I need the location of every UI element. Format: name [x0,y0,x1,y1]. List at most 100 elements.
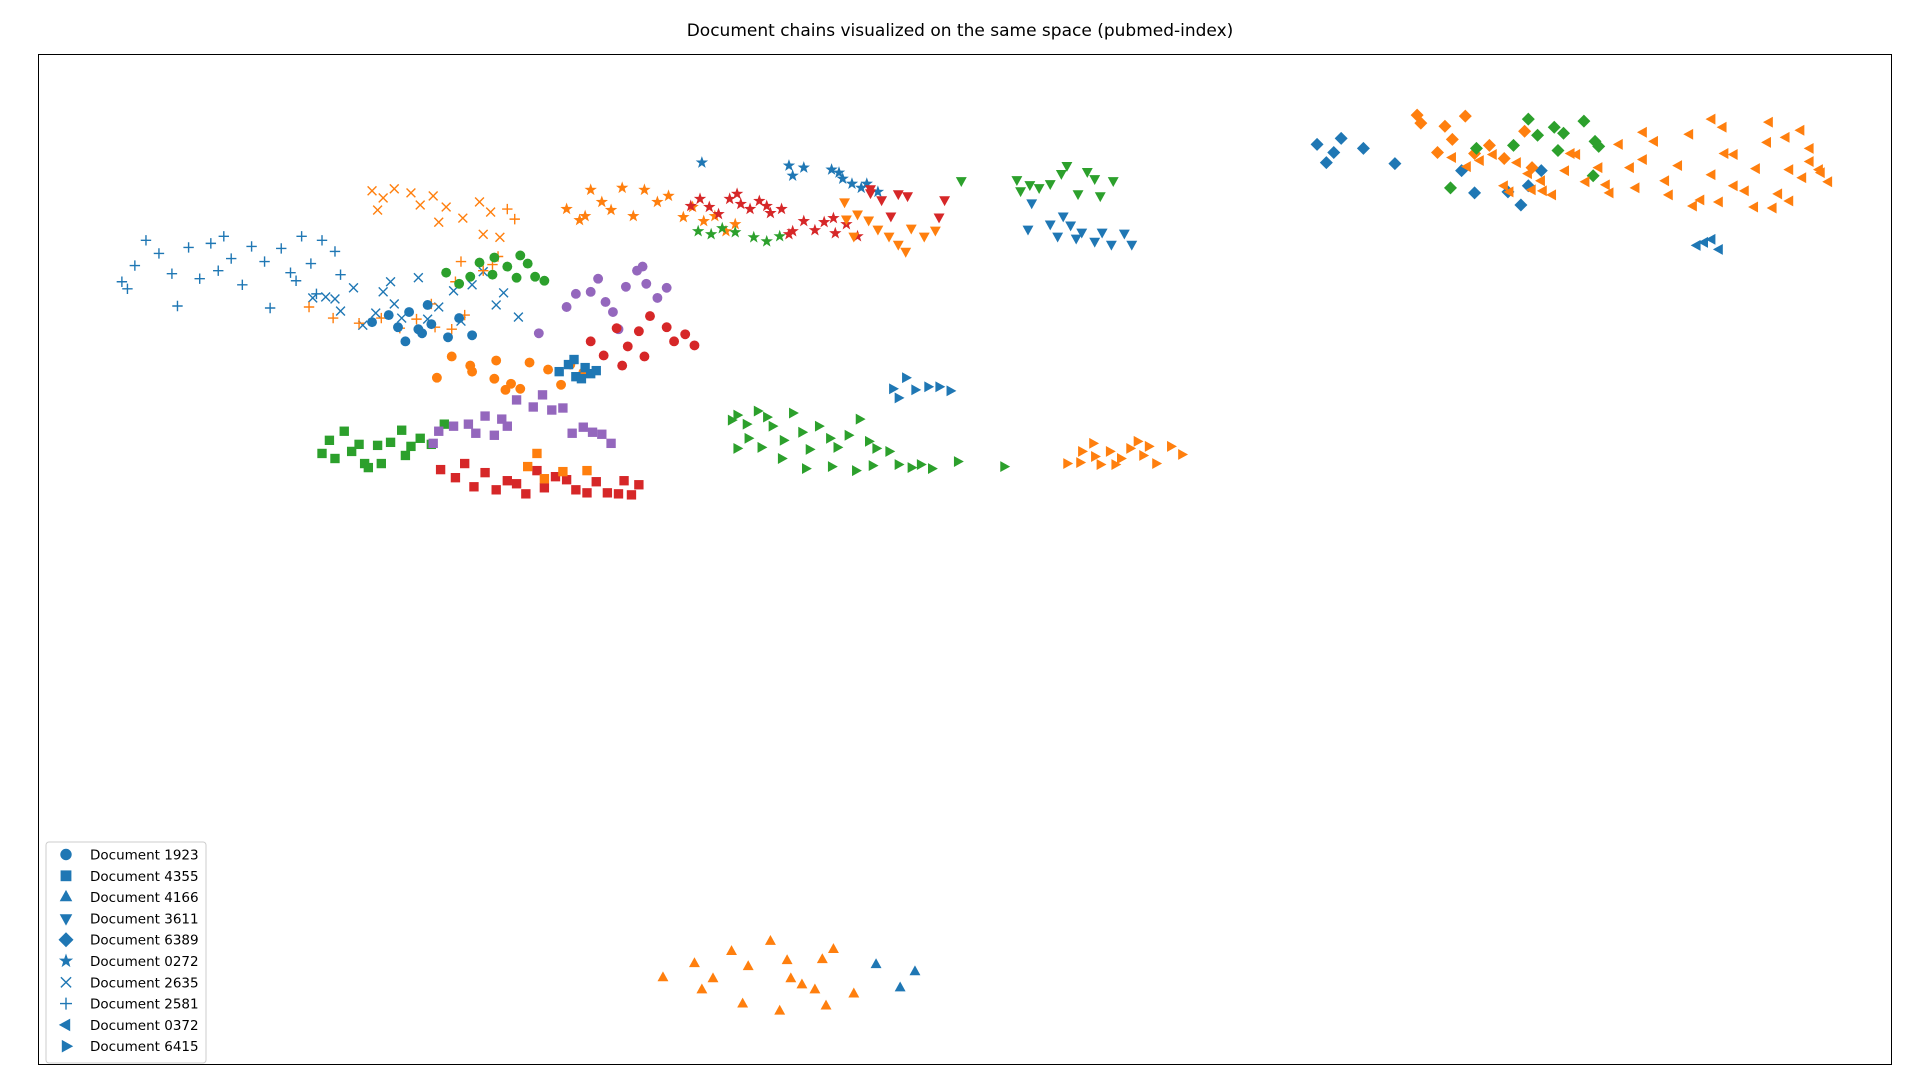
series-17-blue-star [695,156,885,198]
data-point [494,232,505,243]
data-point [411,313,422,325]
data-point [226,253,237,264]
data-point [606,438,616,449]
data-point [554,366,564,377]
data-point [346,446,357,457]
data-point [726,945,737,956]
data-point [376,312,387,324]
data-point [1803,156,1814,168]
data-point [775,202,788,215]
data-point [604,203,618,216]
data-point [580,362,590,373]
data-point [467,330,478,341]
data-point [1026,199,1038,210]
data-point [1599,179,1610,191]
series-19-red-triangle-down [865,185,951,224]
data-point [1310,137,1324,151]
data-point [1796,172,1807,184]
data-point [316,235,328,246]
data-point [782,159,796,171]
data-point [911,384,922,396]
data-point [662,189,675,202]
data-point [1592,162,1603,174]
legend-label: Document 6389 [90,933,199,949]
data-point [816,953,828,964]
series-13-orange-square [523,448,592,484]
data-point [708,209,722,222]
data-point [1623,162,1634,174]
data-point [1061,161,1073,172]
data-point [773,229,786,242]
series-7-purple-circle [533,261,672,339]
data-point [902,372,912,384]
data-point [393,322,403,333]
data-point [777,453,788,464]
data-point [774,1004,786,1015]
data-point [1070,234,1082,245]
data-point [1044,220,1056,231]
data-point [760,199,773,212]
data-point [865,435,875,447]
data-point [637,261,648,272]
data-point [454,278,465,289]
data-point [1388,157,1402,171]
series-2-orange-x [367,183,505,243]
data-point [480,411,490,421]
data-point [757,441,768,453]
data-point [1072,190,1084,201]
series-14-orange-star [560,181,742,237]
data-point [855,181,868,194]
data-point [855,413,866,425]
data-point [593,273,604,284]
data-point [727,414,738,426]
data-point [1091,451,1101,462]
data-point [805,443,816,455]
data-point [946,385,957,397]
data-point [1438,119,1452,133]
data-point [422,300,433,310]
data-point [742,418,753,430]
data-point [652,292,663,303]
data-point [760,234,773,247]
data-point [1525,184,1536,196]
data-point [689,957,700,968]
data-point [194,273,205,284]
data-point [1506,138,1520,152]
data-point [1327,145,1341,159]
data-point [129,260,141,271]
data-point [523,461,533,472]
data-point [1531,128,1545,142]
data-point [561,302,572,312]
data-point [1443,181,1457,195]
data-point [455,256,467,267]
data-point [779,434,790,446]
data-point [320,291,331,302]
data-point [465,360,476,371]
series-11-purple-square [428,390,616,449]
data-point [400,336,411,347]
data-point [600,297,611,307]
data-point [515,383,526,394]
data-point [1564,148,1575,159]
data-point [753,194,766,207]
data-point [744,432,755,444]
legend-marker-diamond [58,932,74,948]
data-point [836,172,849,184]
data-point [140,235,152,246]
data-point [885,212,897,223]
data-point [324,435,335,445]
data-point [1718,148,1729,159]
data-point [1648,135,1658,147]
data-point [561,475,572,485]
data-point [487,269,498,280]
data-point [376,458,386,469]
data-point [439,419,449,429]
legend-label: Document 1923 [90,848,199,864]
data-point [1503,186,1514,198]
data-point [1779,131,1790,143]
data-point [669,336,680,347]
data-point [689,340,700,351]
data-point [733,442,744,454]
data-point [246,241,257,252]
